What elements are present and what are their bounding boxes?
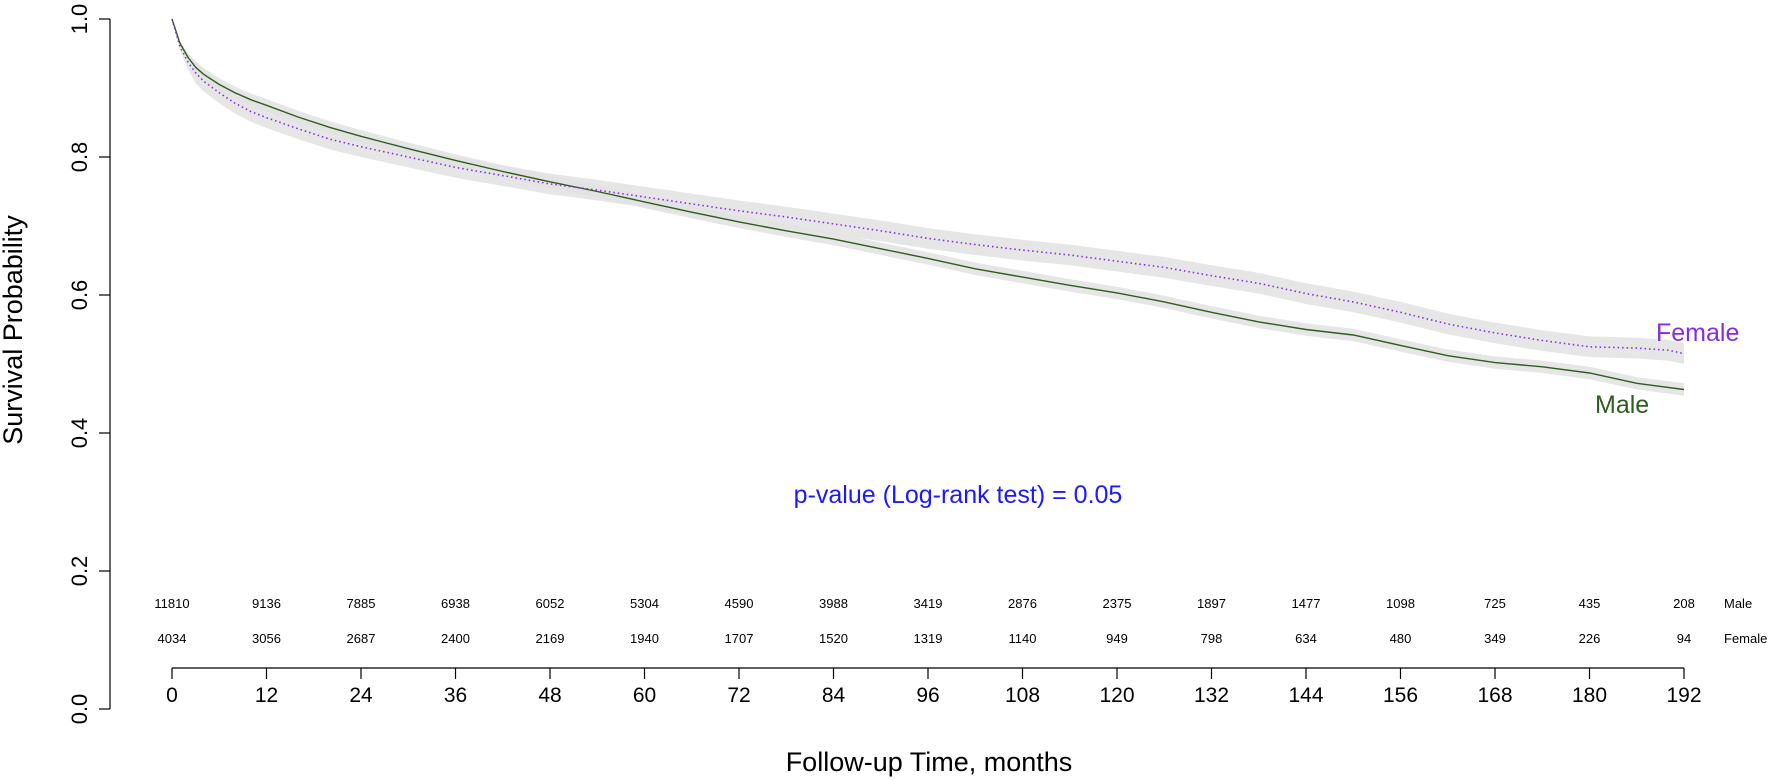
survival-curves xyxy=(171,18,1685,391)
at-risk-female: 349 xyxy=(1484,631,1506,646)
at-risk-female: 226 xyxy=(1579,631,1601,646)
survival-curve-male xyxy=(171,18,1685,391)
at-risk-female: 1140 xyxy=(1009,631,1037,646)
at-risk-male: 3988 xyxy=(819,596,848,611)
at-risk-female: 798 xyxy=(1201,631,1223,646)
at-risk-male: 725 xyxy=(1484,596,1506,611)
at-risk-male: 5304 xyxy=(630,596,659,611)
x-tick-label: 192 xyxy=(1666,684,1701,707)
confidence-bands xyxy=(172,19,1684,396)
at-risk-female: 2400 xyxy=(441,631,470,646)
confidence-band-male xyxy=(172,19,1684,396)
at-risk-female: 1940 xyxy=(630,631,659,646)
at-risk-female: 1520 xyxy=(819,631,848,646)
x-tick-label: 168 xyxy=(1477,684,1512,707)
at-risk-male: 1897 xyxy=(1197,596,1226,611)
x-tick-label: 72 xyxy=(727,684,750,707)
female-curve-label: Female xyxy=(1656,319,1739,347)
at-risk-female: 94 xyxy=(1677,631,1691,646)
survival-curve-female xyxy=(171,18,1685,355)
x-axis-title: Follow-up Time, months xyxy=(786,747,1073,777)
x-tick-label: 180 xyxy=(1572,684,1607,707)
x-tick-label: 132 xyxy=(1194,684,1229,707)
x-tick-label: 96 xyxy=(916,684,939,707)
at-risk-female: 634 xyxy=(1295,631,1317,646)
at-risk-female: 949 xyxy=(1106,631,1128,646)
at-risk-male: 1477 xyxy=(1292,596,1321,611)
at-risk-row-label-male: Male xyxy=(1724,596,1752,611)
at-risk-male: 7885 xyxy=(347,596,376,611)
x-tick-label: 36 xyxy=(444,684,467,707)
at-risk-female: 3056 xyxy=(252,631,281,646)
at-risk-female: 1319 xyxy=(914,631,943,646)
at-risk-female: 1707 xyxy=(725,631,754,646)
at-risk-row-label-female: Female xyxy=(1724,631,1767,646)
x-tick-label: 120 xyxy=(1099,684,1134,707)
y-axis: 0.0 0.2 0.4 0.6 0.8 1.0 xyxy=(67,4,111,725)
at-risk-female: 2687 xyxy=(347,631,376,646)
y-tick-label: 0.6 xyxy=(67,280,92,311)
x-tick-label: 0 xyxy=(166,684,178,707)
at-risk-male: 6052 xyxy=(536,596,565,611)
male-curve-label: Male xyxy=(1595,391,1649,419)
at-risk-male: 435 xyxy=(1579,596,1601,611)
y-axis-title: Survival Probability xyxy=(0,215,28,445)
at-risk-female: 480 xyxy=(1390,631,1412,646)
y-tick-label: 0.4 xyxy=(67,418,92,449)
at-risk-male: 9136 xyxy=(252,596,281,611)
x-axis: 0 12 24 36 48 60 72 84 96 108 120 132 144 156 168 180 19… xyxy=(166,667,1702,707)
y-tick-label: 0.2 xyxy=(67,556,92,587)
p-value-annotation: p-value (Log-rank test) = 0.05 xyxy=(794,481,1123,509)
y-tick-label: 0.8 xyxy=(67,142,92,173)
x-tick-label: 48 xyxy=(538,684,561,707)
at-risk-male: 2375 xyxy=(1103,596,1132,611)
y-tick-label: 0.0 xyxy=(67,694,92,725)
at-risk-male: 6938 xyxy=(441,596,470,611)
x-tick-label: 24 xyxy=(349,684,373,707)
at-risk-male: 2876 xyxy=(1008,596,1037,611)
x-tick-label: 60 xyxy=(633,684,656,707)
number-at-risk-table: 11810 9136 7885 6938 6052 5304 4590 3988 3419 287… xyxy=(154,596,1767,646)
at-risk-female: 4034 xyxy=(158,631,187,646)
x-tick-label: 156 xyxy=(1383,684,1418,707)
x-tick-label: 108 xyxy=(1005,684,1040,707)
confidence-band-female xyxy=(172,19,1684,364)
x-tick-label: 84 xyxy=(822,684,846,707)
x-tick-label: 12 xyxy=(255,684,278,707)
x-tick-label: 144 xyxy=(1288,684,1323,707)
at-risk-female: 2169 xyxy=(536,631,565,646)
at-risk-male: 4590 xyxy=(725,596,754,611)
at-risk-male: 208 xyxy=(1673,596,1695,611)
y-tick-label: 1.0 xyxy=(67,4,92,35)
at-risk-male: 11810 xyxy=(154,596,189,611)
at-risk-male: 3419 xyxy=(914,596,943,611)
at-risk-male: 1098 xyxy=(1386,596,1415,611)
